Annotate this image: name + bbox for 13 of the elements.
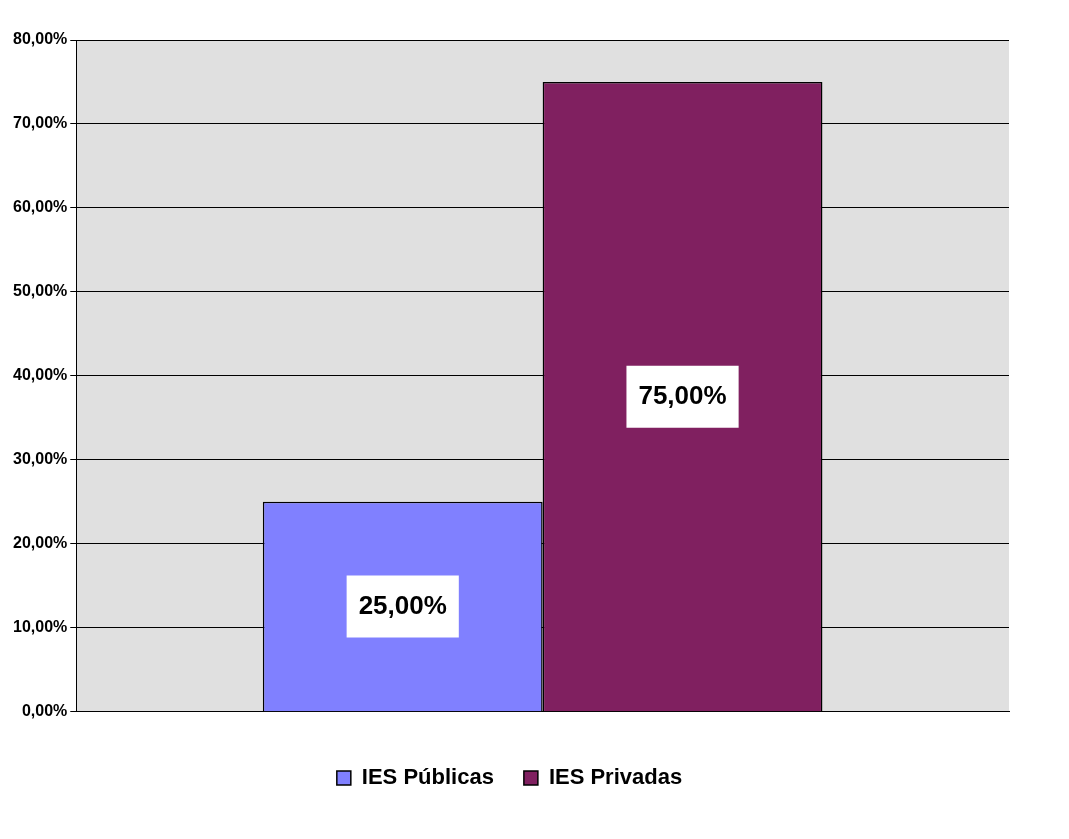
y-tick-label: 0,00% [21,702,68,720]
data-label: 75,00% [638,379,727,410]
legend-label: IES Privadas [548,764,683,790]
y-tick-label: 10,00% [13,618,68,636]
y-tick-label: 20,00% [13,534,68,552]
y-tick-label: 80,00% [13,30,68,48]
y-tick-label: 70,00% [13,114,68,132]
data-label: 25,00% [358,589,447,620]
y-tick-label: 30,00% [13,450,68,468]
y-tick-label: 60,00% [13,198,68,216]
y-tick-label: 50,00% [13,282,68,300]
y-tick-label: 40,00% [13,366,68,384]
legend-label: IES Públicas [361,764,494,790]
